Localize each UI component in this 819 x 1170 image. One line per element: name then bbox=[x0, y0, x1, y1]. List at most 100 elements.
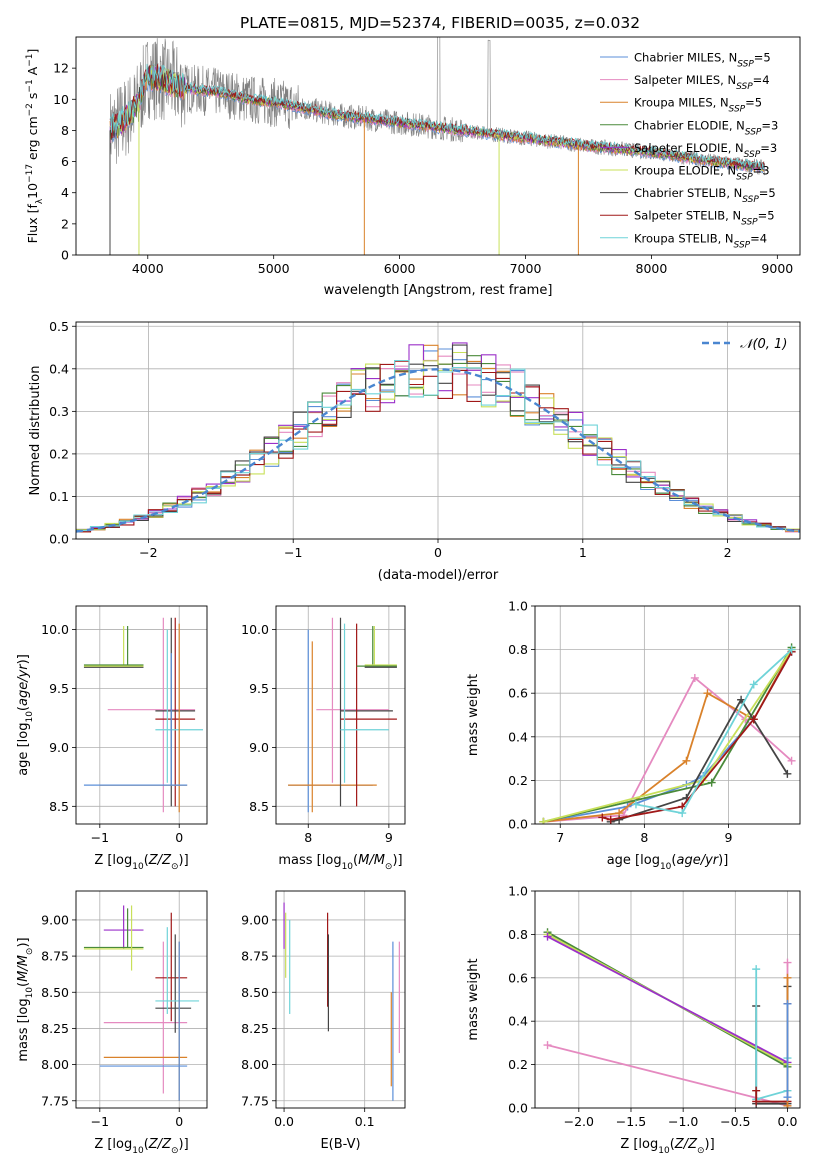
legend-entry-label: Chabrier ELODIE, NSSP=3 bbox=[634, 118, 778, 137]
weight-vs-age-xlabel: age [log10(age/yr)] bbox=[607, 853, 729, 872]
mass_vs_ebv-xtick-label: 0.0 bbox=[274, 1114, 294, 1129]
mass-vs-z-xlabel: Z [log10(Z/Z⊙)] bbox=[94, 1137, 188, 1156]
mass_vs_ebv-ytick-label: 9.00 bbox=[241, 912, 269, 927]
age-vs-z-xlabel: Z [log10(Z/Z⊙)] bbox=[94, 853, 188, 872]
weight-vs-age-ylabel: mass weight bbox=[466, 674, 481, 756]
weight_vs_age-ytick-label: 0.8 bbox=[508, 642, 528, 657]
weight_vs_age-series-line bbox=[543, 649, 793, 823]
weight_vs_age-point-marker bbox=[539, 817, 548, 824]
age_vs_mass-xtick-label: 9 bbox=[385, 830, 393, 845]
mass_vs_ebv-ytick-label: 8.00 bbox=[241, 1057, 269, 1072]
residuals-xlabel: (data-model)/error bbox=[378, 568, 499, 583]
weight_vs_Z-ytick-label: 0.2 bbox=[508, 1057, 528, 1072]
spectrum-axes: 4000 5000 6000 7000 8000 9000 0 2 4 6 8 10 12 bbox=[53, 61, 793, 276]
legend-entry-label: Kroupa STELIB, NSSP=4 bbox=[634, 231, 767, 250]
mass-vs-z-ylabel: mass [log10(M/M⊙)] bbox=[16, 937, 35, 1061]
weight-vs-z-xlabel: Z [log10(Z/Z⊙)] bbox=[620, 1137, 714, 1156]
weight_vs_Z-series-line bbox=[547, 962, 789, 1107]
residuals-frame bbox=[75, 321, 801, 540]
figure-title: PLATE=0815, MJD=52374, FIBERID=0035, z=0… bbox=[240, 14, 640, 32]
mass-vs-ebv-xlabel: E(B-V) bbox=[320, 1137, 360, 1152]
spectrum-xtick-label: 6000 bbox=[384, 261, 416, 276]
residuals-gaussian-line bbox=[76, 368, 800, 533]
weight_vs_age-point-marker bbox=[690, 673, 699, 682]
weight_vs_age-series bbox=[539, 643, 796, 824]
residuals-ytick-label: 0.2 bbox=[49, 446, 69, 461]
mass_vs_ebv-ytick-label: 8.75 bbox=[241, 949, 269, 964]
residuals-axes: −2 −1 0 1 2 0.0 0.1 0.2 0.3 0.4 0.5 bbox=[49, 319, 800, 560]
age_vs_Z-ytick-label: 9.5 bbox=[49, 681, 69, 696]
legend-entry-label: Kroupa MILES, NSSP=5 bbox=[634, 96, 762, 115]
weight_vs_age-ytick-label: 1.0 bbox=[508, 599, 528, 614]
mass_vs_Z-ytick-label: 8.00 bbox=[41, 1057, 69, 1072]
mass_vs_Z-ytick-label: 8.50 bbox=[41, 985, 69, 1000]
age_vs_mass-errorbars bbox=[288, 617, 397, 813]
spectrum-xtick-label: 8000 bbox=[636, 261, 668, 276]
age_vs_mass-ytick-label: 9.5 bbox=[249, 681, 269, 696]
age_vs_Z-errorbars bbox=[83, 617, 204, 813]
weight_vs_age-xtick-label: 8 bbox=[640, 830, 648, 845]
legend-entry-label: Kroupa ELODIE, NSSP=3 bbox=[634, 164, 770, 183]
age_vs_Z-xtick-label: 0 bbox=[175, 830, 183, 845]
weight_vs_Z-point-marker bbox=[543, 932, 552, 941]
weight_vs_age-point-marker bbox=[615, 815, 624, 824]
weight_vs_Z-point-marker bbox=[783, 999, 792, 1008]
mass_vs_ebv-ytick-label: 8.50 bbox=[241, 985, 269, 1000]
weight_vs_Z-xtick-label: −2.0 bbox=[564, 1114, 594, 1129]
weight_vs_Z-ytick-label: 0.0 bbox=[508, 1101, 528, 1116]
weight_vs_age-point-marker bbox=[787, 756, 796, 765]
legend-entry-label: Chabrier STELIB, NSSP=5 bbox=[634, 186, 776, 205]
weight_vs_age-frame bbox=[534, 605, 801, 825]
mass_vs_ebv-axes: 0.0 0.1 7.75 8.00 8.25 8.50 8.75 9.00 bbox=[241, 891, 405, 1129]
weight_vs_Z-xtick-label: −0.5 bbox=[720, 1114, 750, 1129]
residuals-ytick-label: 0.1 bbox=[49, 489, 69, 504]
residuals-ytick-label: 0.3 bbox=[49, 404, 69, 419]
weight_vs_age-series-line bbox=[635, 648, 793, 815]
residuals-xtick-label: 2 bbox=[724, 545, 732, 560]
weight_vs_Z-series-line bbox=[755, 986, 789, 1105]
spectrum-xtick-label: 4000 bbox=[132, 261, 164, 276]
residuals-ytick-label: 0.4 bbox=[49, 361, 69, 376]
age_vs_Z-ytick-label: 10.0 bbox=[41, 622, 69, 637]
weight_vs_Z-ytick-label: 0.6 bbox=[508, 970, 528, 985]
weight_vs_Z-frame bbox=[534, 890, 801, 1109]
weight_vs_Z-point-marker bbox=[543, 1041, 552, 1050]
weight_vs_age-point-marker bbox=[783, 769, 792, 778]
spectrum-xtick-label: 7000 bbox=[510, 261, 542, 276]
mass_vs_ebv-ytick-label: 7.75 bbox=[241, 1093, 269, 1108]
age_vs_Z-ytick-label: 9.0 bbox=[49, 740, 69, 755]
weight_vs_age-point-marker bbox=[678, 809, 687, 818]
spectrum-xlabel: wavelength [Angstrom, rest frame] bbox=[324, 283, 553, 298]
spectrum-model-line bbox=[109, 63, 765, 170]
weight_vs_Z-point-marker bbox=[783, 1093, 792, 1102]
mass_vs_Z-ytick-label: 7.75 bbox=[41, 1093, 69, 1108]
residuals-xtick-label: −2 bbox=[139, 545, 157, 560]
legend-entry-label: Salpeter MILES, NSSP=4 bbox=[634, 73, 770, 92]
mass_vs_Z-xtick-label: 0 bbox=[175, 1114, 183, 1129]
age-vs-mass-xlabel: mass [log10(M/M⊙)] bbox=[278, 853, 402, 872]
weight_vs_age-ytick-label: 0.4 bbox=[508, 729, 528, 744]
mass_vs_ebv-ytick-label: 8.25 bbox=[241, 1021, 269, 1036]
weight_vs_age-series-line bbox=[543, 676, 793, 823]
weight_vs_Z-point-marker bbox=[752, 1086, 761, 1095]
weight_vs_Z-point-marker bbox=[783, 958, 792, 967]
mass_vs_ebv-errorbars bbox=[283, 902, 400, 1101]
spectrum-xtick-label: 9000 bbox=[761, 261, 793, 276]
mass_vs_ebv-frame bbox=[275, 890, 406, 1109]
weight_vs_age-ytick-label: 0.0 bbox=[508, 817, 528, 832]
weight_vs_age-point-marker bbox=[749, 715, 758, 724]
spectrum-frame bbox=[75, 36, 801, 256]
age_vs_mass-ytick-label: 8.5 bbox=[249, 799, 269, 814]
residuals-xtick-label: 1 bbox=[579, 545, 587, 560]
age_vs_Z-axes: −1 0 8.5 9.0 9.5 10.0 bbox=[41, 606, 207, 845]
mass_vs_Z-xtick-label: −1 bbox=[91, 1114, 109, 1129]
spectrum-ytick-label: 10 bbox=[53, 92, 69, 107]
weight_vs_age-point-marker bbox=[737, 695, 746, 704]
spectrum-ytick-label: 4 bbox=[61, 185, 69, 200]
weight_vs_age-point-marker bbox=[703, 689, 712, 698]
weight_vs_age-point-marker bbox=[606, 815, 615, 824]
weight_vs_Z-point-marker bbox=[783, 973, 792, 982]
spectrum-ytick-label: 8 bbox=[61, 123, 69, 138]
legend-entry-label: Salpeter ELODIE, NSSP=3 bbox=[634, 141, 777, 160]
residuals-hist-line bbox=[76, 359, 800, 532]
